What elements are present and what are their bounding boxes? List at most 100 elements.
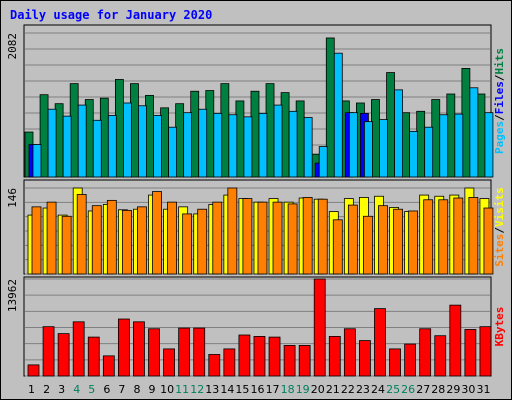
bar-pages-day-6 — [107, 115, 117, 178]
bar-pages-day-13 — [213, 112, 223, 178]
bar-pages-day-16 — [258, 112, 268, 178]
panel-1-series-labels: Pages/Files/Hits — [493, 48, 506, 154]
x-tick-day-26: 26 — [401, 383, 415, 396]
panel-3-max-label: 13962 — [6, 279, 19, 312]
bar-sites-day-29 — [453, 197, 464, 275]
chart-panels: 2082Pages/Files/Hits146Sites/Visits13962… — [6, 24, 506, 377]
x-tick-day-14: 14 — [220, 383, 234, 396]
x-tick-day-20: 20 — [311, 383, 325, 396]
bar-kbytes-day-29 — [449, 304, 462, 377]
bar-kbytes-day-27 — [419, 328, 432, 377]
x-tick-day-23: 23 — [356, 383, 370, 396]
bar-kbytes-day-9 — [148, 328, 160, 377]
bar-sites-day-26 — [408, 210, 419, 275]
x-tick-day-3: 3 — [58, 383, 65, 396]
bar-kbytes-day-14 — [223, 348, 236, 377]
bar-sites-day-31 — [483, 207, 494, 275]
bar-sites-day-13 — [212, 201, 223, 275]
bar-sites-day-6 — [106, 199, 117, 275]
bar-kbytes-day-10 — [163, 348, 175, 377]
bar-kbytes-day-6 — [102, 355, 115, 377]
bar-pages-day-22 — [348, 112, 358, 178]
x-tick-day-17: 17 — [266, 383, 280, 396]
bar-pages-day-14 — [228, 114, 238, 178]
bar-sites-day-8 — [137, 206, 147, 275]
bar-pages-day-4 — [77, 104, 87, 178]
bar-sites-day-19 — [302, 197, 313, 275]
x-tick-day-27: 27 — [416, 383, 430, 396]
bar-sites-day-2 — [46, 201, 57, 275]
bar-pages-day-8 — [138, 105, 147, 178]
panel-2-max-label: 146 — [6, 188, 19, 208]
x-tick-day-13: 13 — [205, 383, 219, 396]
x-tick-day-25: 25 — [386, 383, 400, 396]
bar-kbytes-day-23 — [359, 340, 371, 377]
bar-sites-day-28 — [438, 199, 449, 275]
bar-kbytes-day-28 — [434, 335, 447, 377]
bar-kbytes-day-15 — [238, 334, 251, 377]
series-label-pages: Pages — [493, 121, 506, 154]
bar-sites-day-30 — [468, 197, 479, 275]
bar-sites-day-11 — [182, 213, 193, 275]
x-tick-day-1: 1 — [28, 383, 35, 396]
bar-kbytes-day-18 — [283, 345, 296, 377]
series-label-files: Files — [493, 81, 506, 114]
x-tick-day-11: 11 — [175, 383, 189, 396]
bar-kbytes-day-3 — [57, 333, 70, 377]
series-sites — [31, 187, 494, 275]
bar-sites-day-9 — [152, 191, 162, 275]
bar-pages-day-25 — [394, 89, 403, 178]
series-pages — [32, 52, 494, 178]
bar-pages-day-31 — [484, 112, 494, 178]
bar-sites-day-27 — [423, 199, 434, 275]
bar-pages-day-10 — [168, 126, 177, 178]
bar-sites-day-24 — [378, 205, 388, 275]
chart-title: Daily usage for January 2020 — [10, 8, 212, 22]
bar-kbytes-day-31 — [479, 326, 492, 377]
bar-sites-day-18 — [287, 203, 298, 275]
series-label-hits: Hits — [493, 48, 506, 75]
bar-kbytes-day-7 — [117, 318, 130, 377]
bar-kbytes-day-19 — [298, 345, 311, 377]
bar-sites-day-10 — [167, 201, 177, 275]
x-tick-day-16: 16 — [251, 383, 265, 396]
bar-sites-day-1 — [31, 206, 42, 275]
x-tick-day-8: 8 — [133, 383, 140, 396]
bar-kbytes-day-5 — [87, 336, 100, 377]
x-tick-day-18: 18 — [281, 383, 295, 396]
x-tick-day-28: 28 — [431, 383, 445, 396]
bar-sites-day-23 — [363, 215, 373, 275]
bar-pages-day-20 — [318, 146, 328, 178]
bar-pages-day-23 — [364, 121, 373, 178]
bar-sites-day-25 — [393, 208, 403, 275]
x-tick-day-12: 12 — [190, 383, 204, 396]
bar-kbytes-day-13 — [208, 354, 221, 377]
bar-pages-day-9 — [153, 115, 162, 178]
x-tick-day-5: 5 — [88, 383, 95, 396]
series-kbytes — [27, 278, 492, 377]
x-tick-day-7: 7 — [118, 383, 125, 396]
bar-pages-day-1 — [32, 144, 42, 178]
bar-sites-day-16 — [257, 201, 268, 275]
panel-2: 146 Sites/Visits — [6, 179, 506, 275]
bar-sites-day-4 — [76, 194, 87, 275]
x-tick-day-29: 29 — [446, 383, 460, 396]
bar-kbytes-day-4 — [72, 321, 85, 377]
bar-pages-day-17 — [273, 104, 283, 178]
bar-pages-day-28 — [439, 114, 449, 178]
series-separator: / — [493, 227, 506, 234]
bar-sites-day-3 — [61, 215, 72, 275]
bar-sites-day-20 — [317, 198, 328, 275]
bar-kbytes-day-26 — [404, 343, 417, 377]
bar-kbytes-day-2 — [42, 326, 55, 377]
x-tick-day-4: 4 — [73, 383, 80, 396]
x-tick-day-2: 2 — [43, 383, 50, 396]
bar-pages-day-24 — [379, 119, 388, 178]
x-tick-day-31: 31 — [476, 383, 490, 396]
bar-sites-day-22 — [347, 204, 358, 275]
bar-kbytes-day-11 — [178, 327, 191, 377]
bar-pages-day-27 — [424, 126, 434, 178]
bar-pages-day-7 — [122, 102, 132, 178]
x-tick-day-21: 21 — [326, 383, 340, 396]
